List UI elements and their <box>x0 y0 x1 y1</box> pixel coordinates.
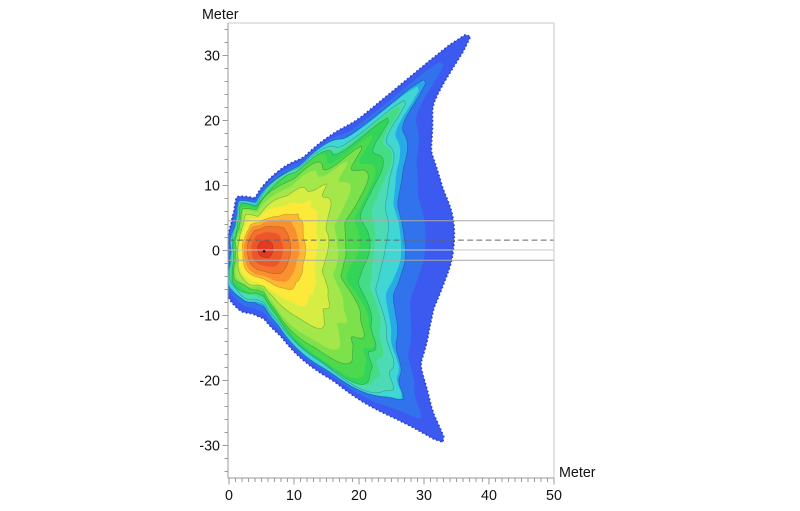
svg-text:10: 10 <box>286 488 302 504</box>
svg-text:30: 30 <box>416 488 432 504</box>
svg-text:20: 20 <box>351 488 367 504</box>
svg-text:-20: -20 <box>199 374 220 390</box>
svg-text:0: 0 <box>225 488 233 504</box>
svg-text:-30: -30 <box>199 439 220 455</box>
svg-text:0: 0 <box>212 244 220 260</box>
svg-text:Meter: Meter <box>559 465 596 481</box>
svg-text:20: 20 <box>204 114 220 130</box>
svg-text:10: 10 <box>204 179 220 195</box>
svg-text:Meter: Meter <box>202 7 239 23</box>
svg-text:50: 50 <box>546 488 562 504</box>
svg-text:-10: -10 <box>199 309 220 325</box>
svg-text:30: 30 <box>204 49 220 65</box>
svg-text:40: 40 <box>481 488 497 504</box>
